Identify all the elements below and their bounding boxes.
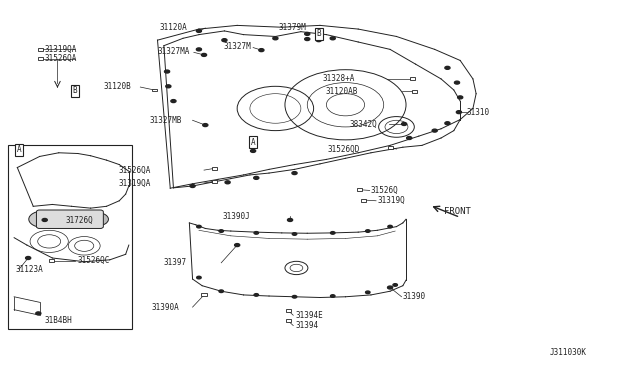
FancyBboxPatch shape (36, 210, 103, 228)
Text: 31319Q: 31319Q (378, 196, 405, 205)
Circle shape (292, 171, 297, 174)
Circle shape (202, 54, 207, 57)
Text: 31327M: 31327M (223, 42, 251, 51)
Text: 31526QA: 31526QA (119, 166, 151, 174)
Bar (412, 90, 417, 93)
Circle shape (393, 284, 397, 286)
Circle shape (190, 185, 195, 187)
Circle shape (445, 122, 450, 125)
Circle shape (196, 29, 202, 32)
Bar (49, 259, 54, 262)
Bar (152, 89, 157, 92)
Text: 31394E: 31394E (296, 311, 324, 320)
Text: 31526QA: 31526QA (45, 54, 77, 63)
Circle shape (305, 38, 310, 41)
Circle shape (196, 48, 202, 51)
Circle shape (406, 137, 412, 140)
Bar (285, 319, 291, 322)
Circle shape (42, 218, 47, 221)
Text: 31120B: 31120B (103, 82, 131, 91)
Text: B: B (316, 29, 321, 38)
Circle shape (235, 244, 240, 247)
Text: 31526Q: 31526Q (371, 186, 399, 195)
Circle shape (254, 232, 259, 234)
Circle shape (454, 81, 460, 84)
Bar (410, 77, 415, 80)
Bar (38, 57, 44, 60)
Circle shape (330, 37, 335, 40)
Circle shape (222, 39, 227, 42)
Circle shape (316, 39, 321, 42)
Circle shape (287, 218, 292, 221)
Text: 31B4BH: 31B4BH (45, 316, 72, 325)
Circle shape (253, 176, 259, 179)
Text: B: B (72, 86, 77, 95)
Circle shape (292, 233, 297, 235)
Circle shape (219, 290, 223, 292)
Circle shape (330, 232, 335, 234)
Bar (212, 167, 218, 170)
Circle shape (171, 100, 176, 103)
Circle shape (219, 230, 223, 232)
Circle shape (432, 129, 437, 132)
Bar (285, 309, 291, 312)
Circle shape (225, 181, 230, 184)
Text: J311030K: J311030K (549, 349, 586, 357)
Text: 31390: 31390 (403, 292, 426, 301)
Circle shape (36, 312, 41, 315)
Text: 31328+A: 31328+A (323, 74, 355, 83)
Circle shape (388, 286, 393, 289)
Text: 31726Q: 31726Q (65, 215, 93, 224)
Bar (357, 188, 362, 191)
Circle shape (445, 66, 450, 69)
Bar (38, 48, 44, 51)
Bar (388, 146, 393, 149)
Text: 31526QC: 31526QC (78, 256, 110, 265)
Text: 31379M: 31379M (278, 23, 307, 32)
Bar (361, 199, 366, 202)
Text: A: A (251, 138, 255, 147)
Circle shape (196, 276, 201, 279)
Text: 31319QA: 31319QA (119, 179, 151, 187)
Text: 31319QA: 31319QA (45, 45, 77, 54)
Text: 31327MA: 31327MA (157, 47, 190, 56)
Text: 31123A: 31123A (15, 264, 43, 273)
Text: 31390J: 31390J (222, 212, 250, 221)
Text: 31394: 31394 (296, 321, 319, 330)
Circle shape (164, 70, 170, 73)
Bar (202, 294, 207, 296)
Text: FRONT: FRONT (444, 207, 471, 217)
Text: 31310: 31310 (467, 108, 490, 117)
Text: 38342Q: 38342Q (349, 119, 378, 128)
Circle shape (292, 295, 297, 298)
Text: 31397: 31397 (163, 258, 186, 267)
Circle shape (166, 85, 171, 88)
Circle shape (330, 295, 335, 297)
Circle shape (203, 124, 208, 126)
Text: 31327MB: 31327MB (149, 116, 182, 125)
Text: 31120A: 31120A (159, 23, 187, 32)
Text: A: A (17, 145, 22, 154)
Circle shape (29, 211, 57, 227)
Circle shape (86, 212, 108, 226)
FancyBboxPatch shape (8, 145, 132, 329)
Circle shape (365, 291, 370, 294)
Circle shape (273, 37, 278, 40)
Circle shape (401, 122, 406, 125)
Circle shape (365, 230, 370, 232)
Circle shape (26, 257, 31, 260)
Text: 31120AB: 31120AB (326, 87, 358, 96)
Circle shape (458, 96, 463, 99)
Text: 31390A: 31390A (151, 302, 179, 312)
Circle shape (456, 111, 461, 113)
Circle shape (250, 150, 255, 153)
Circle shape (259, 49, 264, 52)
Circle shape (254, 294, 259, 296)
Circle shape (388, 225, 392, 228)
Text: 31526QD: 31526QD (327, 145, 360, 154)
Bar (212, 180, 218, 183)
Circle shape (196, 225, 201, 228)
Circle shape (305, 32, 310, 35)
